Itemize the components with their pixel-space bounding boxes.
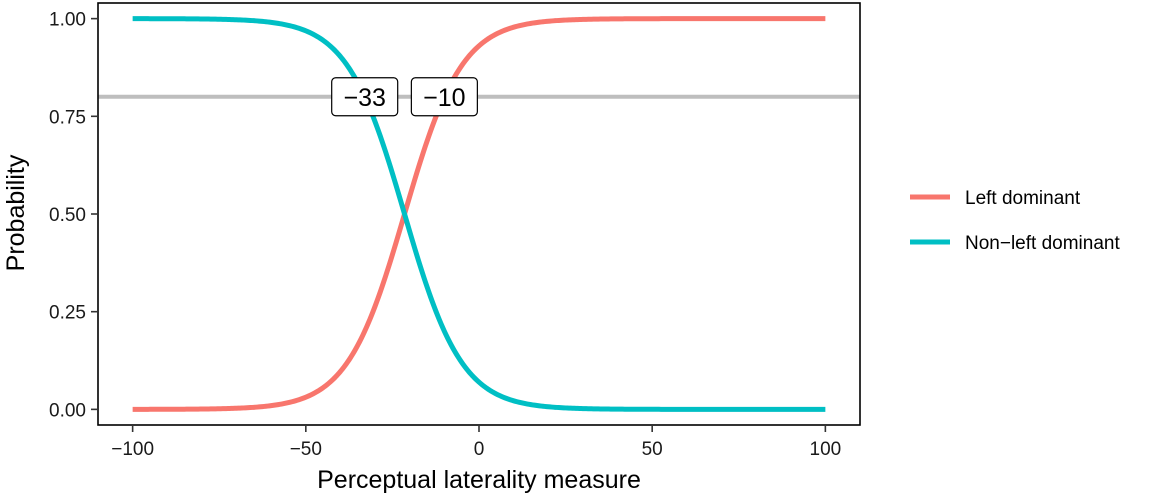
x-axis-title: Perceptual laterality measure	[317, 466, 641, 494]
annotation-box	[331, 77, 399, 117]
series-line-non-left-dominant	[131, 16, 827, 412]
x-tick-label: 0	[474, 439, 485, 460]
y-tick-label: 0.75	[49, 107, 86, 128]
x-tick-label: −100	[111, 439, 154, 460]
y-tick-label: 1.00	[49, 10, 86, 31]
axes: −100 −50 0 50 100 0.00 0.25 0.50 0.75 1.00	[49, 2, 861, 460]
plot-area: −33 −10	[98, 16, 860, 412]
x-tick-label: 100	[810, 439, 842, 460]
series-line-left-dominant	[131, 16, 827, 412]
annotation-text: −10	[423, 84, 465, 112]
y-tick-label: 0.00	[49, 400, 86, 421]
annotation-text: −33	[343, 84, 385, 112]
legend-label-non-left-dominant: Non−left dominant	[965, 233, 1120, 254]
annotation-label: −10	[410, 77, 478, 117]
y-axis-title: Probability	[2, 154, 30, 271]
legend: Left dominant Non−left dominant	[910, 188, 1120, 254]
x-tick-label: 50	[642, 439, 663, 460]
x-tick-label: −50	[290, 439, 322, 460]
annotation-label: −33	[331, 77, 399, 117]
panel-border	[97, 2, 861, 426]
annotation-box	[410, 77, 478, 117]
y-tick-label: 0.25	[49, 303, 86, 324]
legend-label-left-dominant: Left dominant	[965, 188, 1081, 209]
y-tick-label: 0.50	[49, 205, 86, 226]
